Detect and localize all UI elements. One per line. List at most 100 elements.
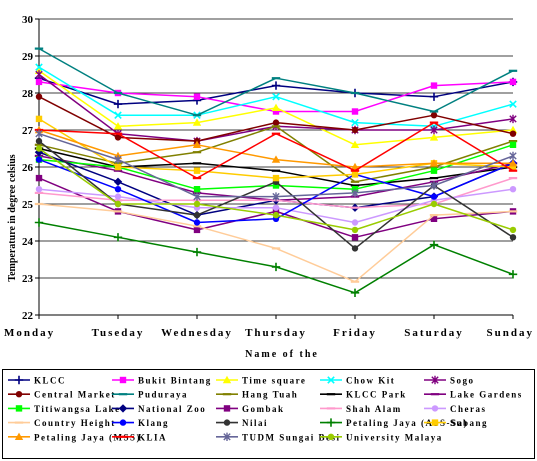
data-point: [429, 92, 439, 101]
data-point: [509, 151, 517, 161]
x-tick-label: Saturday: [404, 327, 463, 339]
legend-item: Lake Gardens: [424, 390, 523, 400]
data-point: [509, 130, 517, 137]
legend-item: Central Market: [8, 390, 114, 400]
data-point: [430, 112, 438, 119]
data-point: [193, 192, 201, 201]
data-point: [35, 93, 43, 100]
legend-label: Gombak: [242, 404, 285, 414]
series-14: [35, 186, 517, 226]
legend-swatch-marker: [223, 432, 231, 441]
data-point: [429, 133, 439, 141]
data-point: [193, 211, 201, 219]
data-point: [114, 186, 122, 193]
data-point: [509, 100, 517, 108]
data-point: [272, 192, 280, 201]
legend-label: Puduraya: [138, 390, 188, 400]
data-point: [272, 204, 280, 211]
data-point: [350, 288, 360, 297]
legend-swatch-marker: [327, 376, 335, 384]
legend-item: Nilai: [216, 418, 268, 428]
data-point: [429, 240, 439, 249]
data-point: [113, 233, 123, 242]
legend-swatch-marker: [119, 419, 127, 426]
legend-item: Subang: [424, 418, 487, 428]
data-point: [351, 108, 359, 115]
data-point: [429, 159, 439, 167]
legend-label: Lake Gardens: [450, 390, 523, 400]
data-point: [271, 155, 281, 163]
legend-item: Petaling Jaya (MSS): [8, 432, 141, 442]
data-point: [192, 140, 202, 148]
data-point: [113, 99, 123, 109]
y-tick-label: 27: [22, 125, 34, 137]
data-point: [271, 81, 281, 90]
legend-swatch-marker: [431, 375, 439, 385]
legend-item: Klang: [112, 418, 168, 428]
legend-item: KLCC Park: [320, 390, 407, 400]
data-point: [35, 156, 43, 163]
legend-item: KLIA: [112, 432, 166, 442]
legend-item: University Malaya: [320, 432, 441, 442]
data-point: [272, 119, 280, 126]
data-point: [193, 186, 201, 193]
data-point: [113, 177, 123, 186]
legend-swatch-marker: [431, 419, 439, 426]
legend-item: Petaling Jaya (ASS-Sa): [320, 418, 467, 428]
data-point: [430, 125, 438, 135]
data-point: [508, 159, 518, 167]
legend-label: Titiwangsa Lake: [34, 404, 121, 414]
legend-item: Hang Tuah: [216, 390, 297, 400]
data-point: [193, 226, 201, 234]
data-point: [34, 218, 44, 227]
data-point: [193, 200, 201, 208]
data-point: [509, 114, 517, 124]
legend-label: Shah Alam: [346, 404, 402, 414]
data-point: [430, 181, 438, 190]
series-15: [34, 202, 518, 283]
y-tick-label: 23: [22, 273, 34, 285]
y-tick-label: 30: [22, 14, 34, 26]
data-point: [35, 174, 43, 182]
data-point: [509, 234, 517, 241]
data-point: [509, 78, 517, 86]
y-tick-label: 28: [22, 88, 34, 100]
data-point: [508, 270, 518, 279]
legend: KLCC Bukit Bintang Time square Chow Kit Sogo…: [2, 369, 535, 459]
x-tick-label: Monday: [4, 327, 55, 339]
data-point: [430, 193, 438, 200]
data-point: [509, 226, 517, 234]
legend-label: Chow Kit: [346, 376, 395, 386]
data-point: [114, 193, 122, 200]
legend-item: Bukit Bintang: [112, 376, 210, 386]
legend-item: Cheras: [424, 404, 487, 414]
data-point: [114, 111, 122, 119]
y-tick-label: 22: [22, 310, 34, 322]
legend-item: Chow Kit: [320, 376, 395, 386]
legend-label: KLCC Park: [346, 390, 407, 400]
data-point: [430, 215, 438, 222]
legend-label: Petaling Jaya (MSS): [34, 432, 141, 442]
data-point: [350, 162, 360, 171]
legend-item: Country Height: [8, 418, 114, 428]
data-point: [351, 234, 359, 241]
data-point: [351, 171, 359, 178]
legend-label: TUDM Sungai Besi: [242, 432, 341, 442]
series-18: [34, 218, 518, 297]
data-point: [271, 262, 281, 272]
legend-label: Cheras: [450, 404, 487, 414]
legend-box: [2, 369, 535, 459]
legend-item: Puduraya: [112, 390, 188, 400]
legend-item: Gombak: [216, 404, 285, 414]
data-point: [351, 245, 359, 252]
data-point: [351, 126, 359, 134]
data-point: [193, 219, 201, 226]
data-point: [114, 200, 122, 208]
legend-swatch-marker: [15, 391, 23, 398]
legend-label: KLCC: [34, 376, 66, 386]
legend-label: Nilai: [242, 418, 268, 428]
data-point: [430, 82, 438, 89]
y-tick-label: 26: [22, 162, 34, 174]
data-point: [114, 163, 122, 171]
